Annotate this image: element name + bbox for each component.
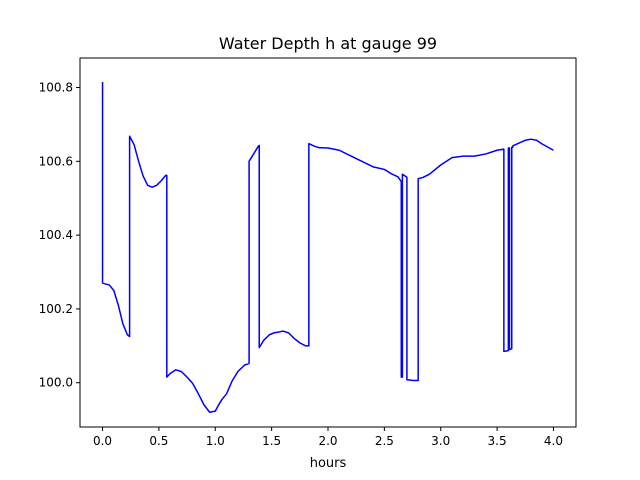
x-tick-label: 3.0 [431, 434, 450, 448]
x-tick-label: 0.5 [149, 434, 168, 448]
x-tick-label: 2.0 [318, 434, 337, 448]
x-axis-label: hours [310, 456, 347, 471]
chart-title: Water Depth h at gauge 99 [219, 34, 437, 53]
x-tick-label: 1.0 [206, 434, 225, 448]
x-tick-label: 3.5 [488, 434, 507, 448]
x-tick-label: 2.5 [375, 434, 394, 448]
y-tick-label: 100.6 [39, 154, 73, 168]
x-tick-label: 0.0 [93, 434, 112, 448]
x-tick-label: 4.0 [544, 434, 563, 448]
series-line-1 [101, 81, 554, 413]
y-axis: 100.0 100.2 100.4 100.6 100.8 [39, 81, 80, 390]
x-tick-label: 1.5 [262, 434, 281, 448]
y-tick-label: 100.8 [39, 81, 73, 95]
y-tick-label: 100.0 [39, 376, 73, 390]
y-tick-label: 100.2 [39, 302, 73, 316]
x-axis: 0.0 0.5 1.0 1.5 2.0 2.5 3.0 3.5 4.0 [93, 427, 563, 448]
y-tick-label: 100.4 [39, 228, 73, 242]
